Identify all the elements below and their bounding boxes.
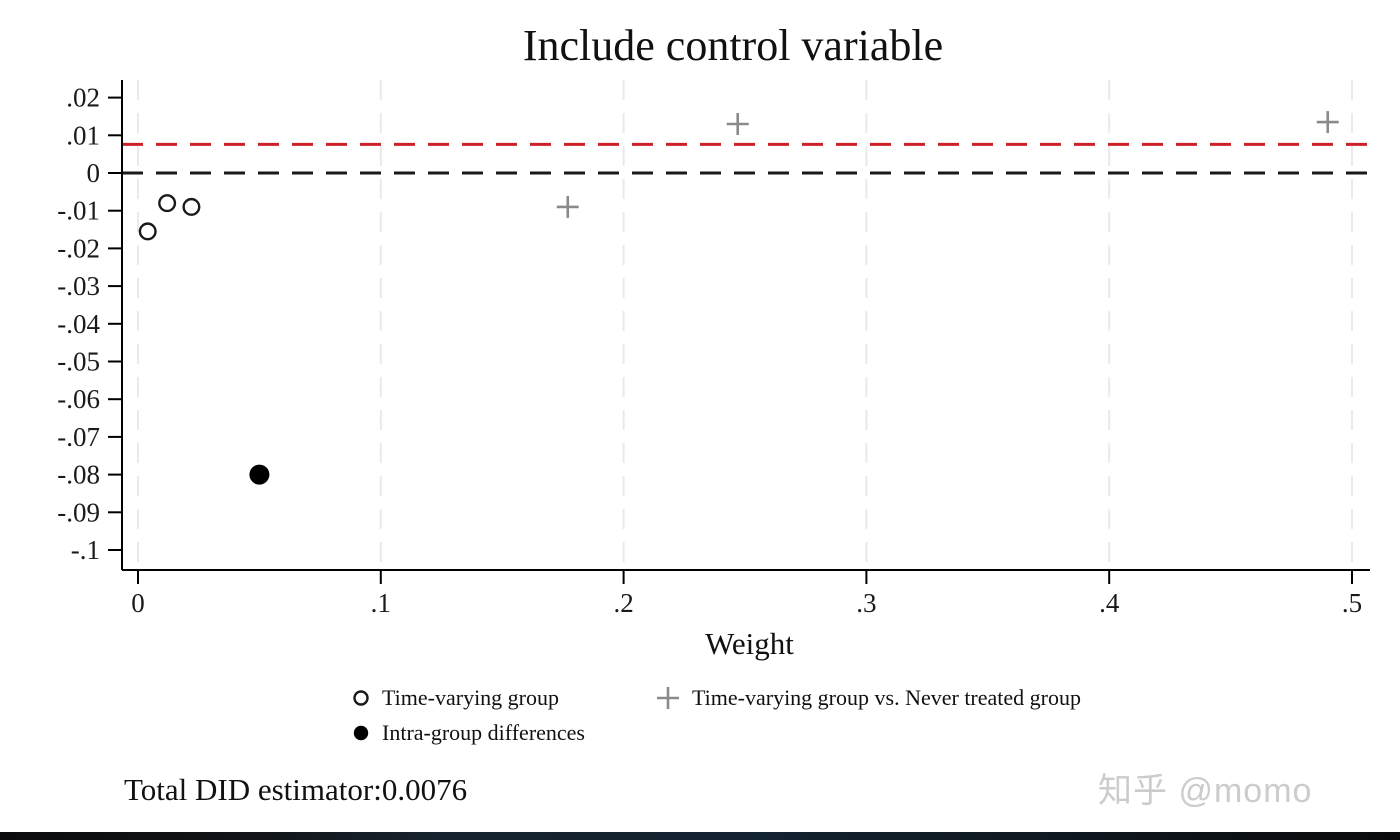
- plus-marker-icon: [657, 687, 679, 709]
- y-tick-label: -.04: [57, 309, 100, 339]
- legend-label-time-varying-vs-never-treated: Time-varying group vs. Never treated gro…: [692, 685, 1081, 710]
- open-circle-icon: [353, 690, 369, 706]
- scatter-plot-canvas: .02 .01 0 -.01 -.02 -.03 -.04 -.05 -.06 -.07 -.08 -…: [57, 80, 1377, 618]
- legend-entry-time-varying-vs-never-treated: Time-varying group vs. Never treated gro…: [656, 683, 1081, 713]
- chart-title: Include control variable: [522, 21, 944, 70]
- x-tick-label: .5: [1342, 588, 1362, 618]
- y-tick-label: -.05: [57, 347, 100, 377]
- y-tick-label: -.07: [57, 422, 100, 452]
- legend-entry-time-varying-group: Time-varying group: [352, 683, 559, 713]
- y-tick-label: -.01: [57, 196, 100, 226]
- legend-entry-intra-group-differences: Intra-group differences: [352, 718, 585, 748]
- legend-label-time-varying-group: Time-varying group: [382, 685, 560, 710]
- y-tick-label: -.1: [71, 535, 100, 565]
- point-open-circle: [182, 197, 201, 216]
- x-tick-label: .3: [856, 588, 876, 618]
- y-tick-label: -.09: [57, 497, 100, 527]
- point-open-circle: [138, 222, 157, 241]
- point-open-circle: [158, 194, 177, 213]
- x-tick-label: .2: [613, 588, 633, 618]
- legend-label-intra-group-differences: Intra-group differences: [382, 720, 585, 745]
- x-tick-label: .4: [1099, 588, 1120, 618]
- x-axis-label: Weight: [705, 626, 794, 661]
- zhihu-watermark: 知乎 @momo: [1098, 772, 1313, 810]
- y-tick-label: -.06: [57, 384, 100, 414]
- y-tick-label: .01: [66, 120, 100, 150]
- bottom-edge-bar: [0, 832, 1400, 840]
- y-tick-label: -.02: [57, 233, 100, 263]
- y-tick-label: -.03: [57, 271, 100, 301]
- y-tick-label: .02: [66, 83, 100, 113]
- y-tick-label: 0: [87, 158, 101, 188]
- x-tick-label: 0: [131, 588, 145, 618]
- x-tick-label: .1: [371, 588, 391, 618]
- point-filled-circle: [249, 464, 270, 485]
- total-did-estimator-note: Total DID estimator:0.0076: [124, 772, 468, 807]
- filled-circle-icon: [353, 725, 369, 741]
- y-tick-label: -.08: [57, 460, 100, 490]
